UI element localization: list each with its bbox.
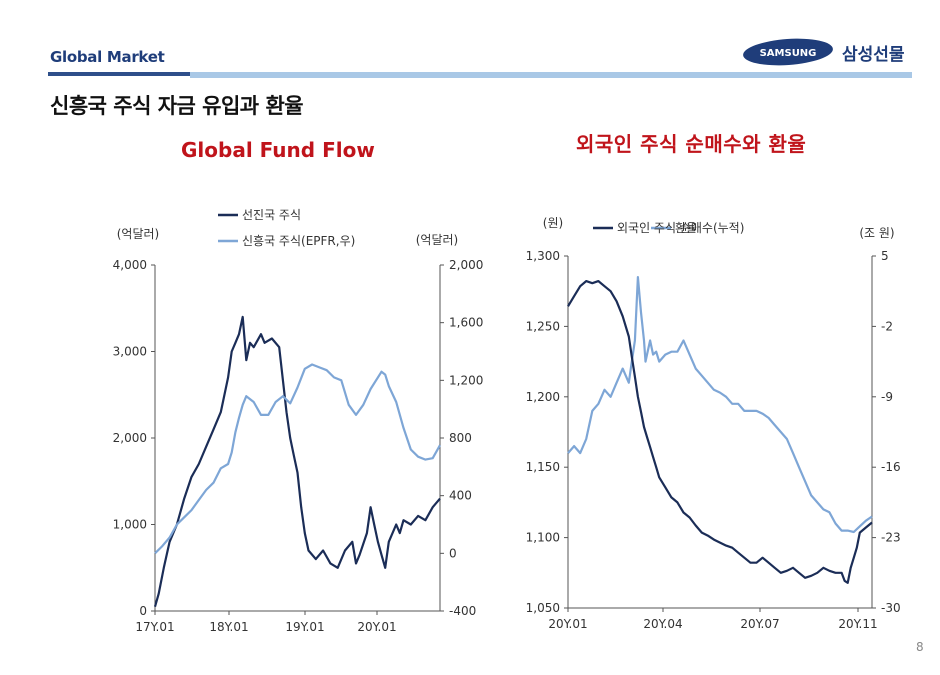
left-tick-label: 1,250 <box>526 319 560 333</box>
left-tick-label: 3,000 <box>113 345 147 359</box>
right-tick-label: 1,200 <box>449 373 483 387</box>
right-unit-label: (억달러) <box>416 233 458 247</box>
legend-label-1: 신흥국 주식(EPFR,우) <box>242 234 355 248</box>
left-tick-label: 1,050 <box>526 601 560 615</box>
x-tick-label: 19Y.01 <box>285 620 324 634</box>
x-tick-label: 17Y.01 <box>135 620 174 634</box>
right-tick-label: -23 <box>881 531 901 545</box>
left-tick-label: 1,100 <box>526 531 560 545</box>
x-tick-label: 20Y.01 <box>548 617 587 631</box>
header-rule-light <box>190 72 912 78</box>
legend-label-0: 환율 <box>675 221 697 235</box>
left-tick-label: 0 <box>139 604 147 618</box>
legend-label-0: 선진국 주식 <box>242 208 301 222</box>
samsung-logo: SAMSUNG <box>743 38 833 66</box>
x-tick-label: 20Y.04 <box>643 617 682 631</box>
series-line-0 <box>153 315 441 608</box>
left-chart-title: Global Fund Flow <box>181 138 375 162</box>
right-tick-label: -30 <box>881 601 901 615</box>
x-tick-label: 20Y.11 <box>838 617 877 631</box>
left-tick-label: 1,000 <box>113 518 147 532</box>
right-unit-label: (조 원) <box>859 226 894 240</box>
left-unit-label: (원) <box>543 216 563 230</box>
page-title: 신흥국 주식 자금 유입과 환율 <box>50 94 304 118</box>
left-tick-label: 1,200 <box>526 390 560 404</box>
series-line-1 <box>154 363 441 555</box>
x-tick-label: 20Y.07 <box>740 617 779 631</box>
right-tick-label: 0 <box>449 546 457 560</box>
legend-label-1: 외국인 주식 순매수(누적) <box>617 221 744 235</box>
series-line-1 <box>567 280 873 585</box>
right-tick-label: 400 <box>449 489 472 503</box>
right-tick-label: -9 <box>881 390 893 404</box>
company-name: 삼성선물 <box>842 45 905 65</box>
left-tick-label: 1,150 <box>526 460 560 474</box>
x-tick-label: 18Y.01 <box>209 620 248 634</box>
header-rule-dark <box>48 72 190 76</box>
right-tick-label: 2,000 <box>449 258 483 272</box>
right-tick-label: 1,600 <box>449 316 483 330</box>
right-tick-label: -2 <box>881 319 893 333</box>
series-line-0 <box>567 276 873 534</box>
right-chart-title: 외국인 주식 순매수와 환율 <box>576 132 807 156</box>
left-tick-label: 2,000 <box>113 431 147 445</box>
section-label: Global Market <box>50 48 165 66</box>
x-tick-label: 20Y.01 <box>357 620 396 634</box>
right-tick-label: -16 <box>881 460 901 474</box>
right-tick-label: 5 <box>881 249 889 263</box>
page-number: 8 <box>916 640 924 654</box>
left-unit-label: (억달러) <box>117 227 159 241</box>
right-tick-label: 800 <box>449 431 472 445</box>
left-tick-label: 1,300 <box>526 249 560 263</box>
right-tick-label: -400 <box>449 604 476 618</box>
svg-text:SAMSUNG: SAMSUNG <box>760 48 817 59</box>
left-tick-label: 4,000 <box>113 258 147 272</box>
